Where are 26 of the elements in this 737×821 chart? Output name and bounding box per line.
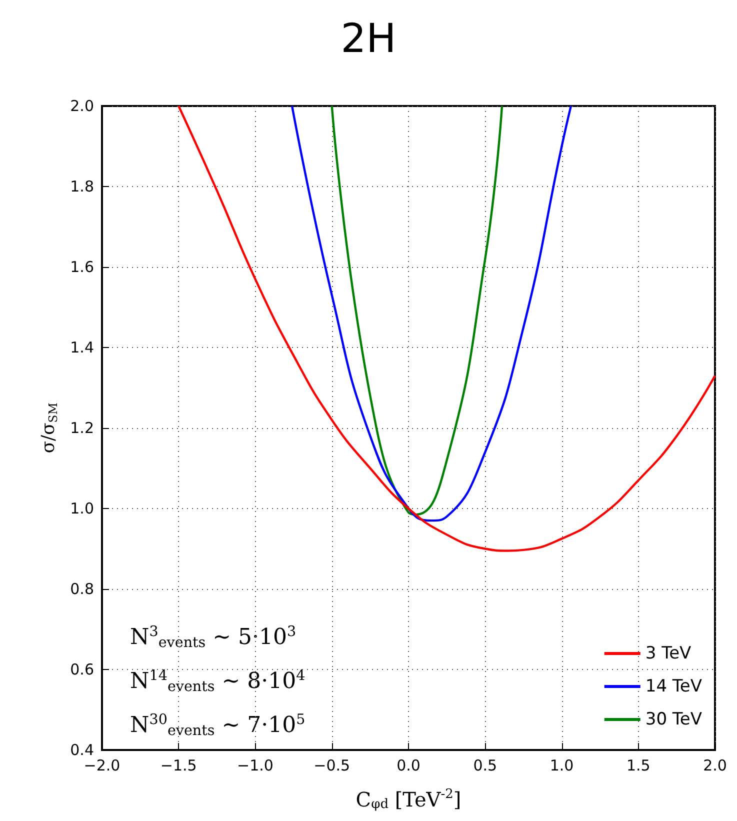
y-tick-label: 1.6 — [70, 258, 94, 276]
line-series — [290, 104, 572, 522]
y-tick-label: 2.0 — [70, 97, 94, 115]
x-tick-label: −2.0 — [84, 756, 120, 774]
legend-label: 14 TeV — [645, 676, 702, 696]
legend-label: 3 TeV — [645, 644, 692, 664]
x-tick-label: 2.0 — [703, 756, 727, 774]
y-tick-label: 0.6 — [70, 660, 94, 678]
x-tick-label: 1.0 — [550, 756, 574, 774]
line-series — [178, 104, 716, 552]
x-tick-label: −0.5 — [314, 756, 350, 774]
y-tick-label: 1.2 — [70, 419, 94, 437]
y-tick-label: 1.4 — [70, 338, 94, 356]
legend-label: 30 TeV — [645, 710, 702, 730]
x-tick-label: −1.5 — [160, 756, 197, 774]
x-tick-label: 0.0 — [396, 756, 420, 774]
y-tick-label: 0.4 — [70, 741, 94, 759]
y-tick-label: 1.0 — [70, 500, 94, 518]
y-tick-label: 0.8 — [70, 580, 94, 598]
x-tick-label: 0.5 — [473, 756, 498, 774]
chart-title: 2H — [340, 16, 396, 62]
x-tick-label: 1.5 — [626, 756, 650, 774]
y-tick-label: 1.8 — [70, 178, 94, 196]
line-series — [330, 104, 504, 516]
x-tick-label: −1.0 — [237, 756, 274, 774]
y-axis-title: σ/σSM — [38, 402, 60, 454]
